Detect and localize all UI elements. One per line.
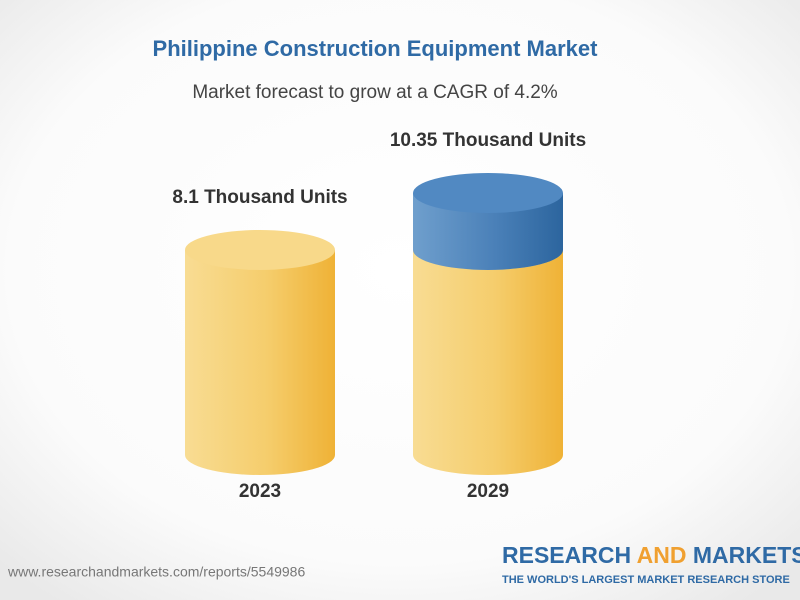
category-label: 2023 (239, 481, 281, 502)
cylinder-segment-base (413, 229, 563, 270)
chart-subtitle: Market forecast to grow at a CAGR of 4.2… (192, 82, 557, 103)
cylinder-top (185, 229, 335, 270)
cylinder-body (185, 249, 335, 455)
value-label: 8.1 Thousand Units (172, 187, 347, 208)
brand-word: AND (637, 542, 687, 568)
chart-title: Philippine Construction Equipment Market (153, 36, 599, 61)
brand-word: MARKETS (693, 542, 800, 568)
brand-word: RESEARCH (502, 542, 631, 568)
source-url: www.researchandmarkets.com/reports/55499… (7, 564, 305, 580)
cylinder-top (413, 173, 563, 213)
cylinder-body (413, 249, 563, 455)
category-label: 2029 (467, 481, 509, 502)
brand-tagline: THE WORLD'S LARGEST MARKET RESEARCH STOR… (502, 574, 790, 586)
brand-logo: RESEARCH AND MARKETS (502, 542, 800, 568)
value-label: 10.35 Thousand Units (390, 130, 586, 151)
